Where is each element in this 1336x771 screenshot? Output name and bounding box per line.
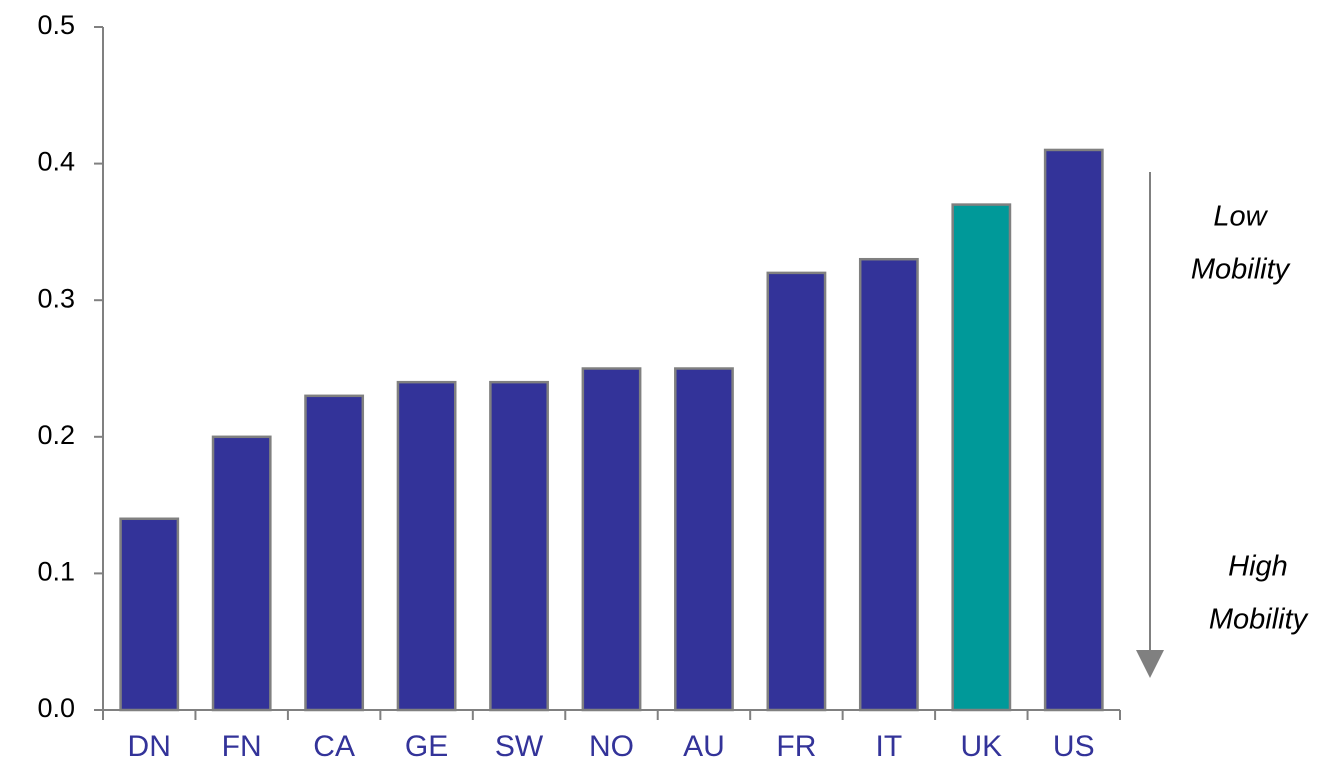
- bar: [1043, 148, 1104, 712]
- annotation: Mobility: [1209, 604, 1309, 636]
- y-tick-label: 0.4: [37, 147, 75, 177]
- x-tick-label: GE: [405, 730, 448, 763]
- y-tick-label: 0.2: [37, 420, 75, 450]
- bar: [489, 380, 549, 712]
- annotation: Mobility: [1191, 254, 1291, 286]
- bar: [674, 367, 734, 712]
- x-tick-label: FN: [222, 730, 262, 763]
- x-tick-label: AU: [683, 730, 725, 763]
- mobility-arrow-head: [1136, 650, 1164, 678]
- bar: [581, 367, 642, 712]
- x-tick-label: SW: [495, 730, 544, 763]
- bar: [858, 257, 919, 712]
- annotation: High: [1228, 551, 1288, 583]
- x-tick-label: CA: [313, 730, 355, 763]
- bar: [304, 394, 365, 712]
- y-tick-label: 0.1: [37, 557, 75, 587]
- bar: [119, 517, 180, 712]
- x-tick-label: IT: [876, 730, 903, 763]
- y-tick-label: 0.3: [37, 283, 75, 313]
- bar: [766, 271, 827, 712]
- annotation: Low: [1213, 201, 1268, 233]
- y-tick-label: 0.0: [37, 693, 75, 723]
- bar: [211, 435, 272, 712]
- bar: [396, 380, 457, 712]
- x-tick-label: FR: [776, 730, 816, 763]
- x-tick-label: DN: [128, 730, 171, 763]
- x-tick-label: NO: [589, 730, 634, 763]
- x-tick-label: UK: [960, 730, 1002, 763]
- y-tick-label: 0.5: [37, 10, 75, 40]
- bar: [951, 203, 1012, 712]
- x-tick-label: US: [1053, 730, 1095, 763]
